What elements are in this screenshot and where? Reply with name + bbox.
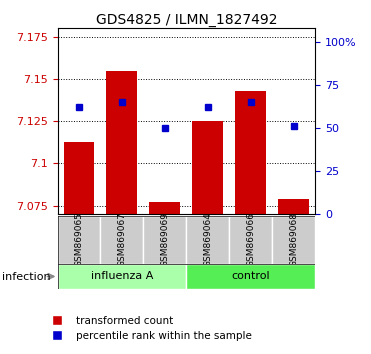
Bar [58,216,101,264]
Bar [150,202,180,214]
Bar [101,216,144,264]
Title: GDS4825 / ILMN_1827492: GDS4825 / ILMN_1827492 [96,13,277,27]
Bar [58,264,187,289]
Text: GSM869067: GSM869067 [118,212,127,267]
Bar [187,264,315,289]
Text: GSM869065: GSM869065 [75,212,83,267]
Bar [278,199,309,214]
Text: control: control [232,272,270,281]
Bar [63,142,95,214]
Text: influenza A: influenza A [91,272,153,281]
Text: GSM869068: GSM869068 [289,212,298,267]
Text: infection: infection [2,272,50,282]
Bar [236,91,266,214]
Bar [193,121,223,214]
Bar [272,216,315,264]
Text: GSM869066: GSM869066 [246,212,255,267]
Legend: transformed count, percentile rank within the sample: transformed count, percentile rank withi… [42,312,256,345]
Text: GSM869069: GSM869069 [160,212,170,267]
Bar [229,216,272,264]
Bar [144,216,186,264]
Bar [106,70,137,214]
Bar [187,216,229,264]
Text: GSM869064: GSM869064 [203,212,213,267]
